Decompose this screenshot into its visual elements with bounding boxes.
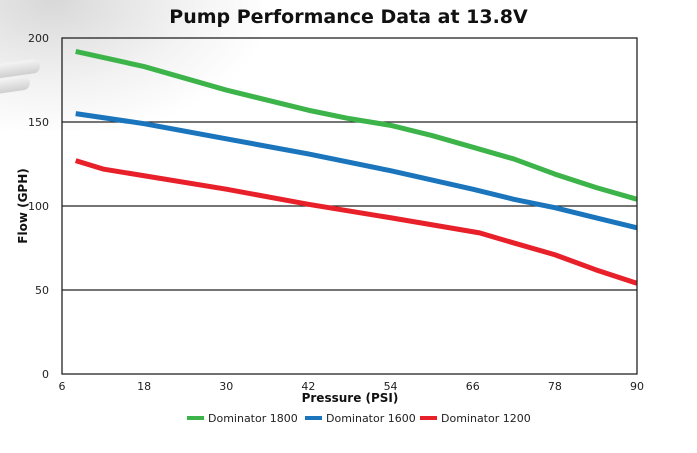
chart-title: Pump Performance Data at 13.8V <box>169 6 528 28</box>
legend-label: Dominator 1200 <box>441 412 531 425</box>
y-axis-label: Flow (GPH) <box>16 168 30 243</box>
y-tick-label: 200 <box>28 32 49 45</box>
y-tick-label: 50 <box>35 284 49 297</box>
x-tick-label: 90 <box>630 380 644 393</box>
x-tick-label: 18 <box>137 380 151 393</box>
series-line-dominator-1200 <box>74 158 638 286</box>
x-tick-label: 66 <box>466 380 480 393</box>
series-line-dominator-1800 <box>75 48 638 202</box>
legend-label: Dominator 1600 <box>326 412 416 425</box>
series-line-dominator-1600 <box>75 111 638 231</box>
x-tick-label: 6 <box>59 380 66 393</box>
x-axis-label: Pressure (PSI) <box>302 391 399 405</box>
x-tick-label: 30 <box>219 380 233 393</box>
y-tick-label: 100 <box>28 200 49 213</box>
x-tick-label: 54 <box>384 380 398 393</box>
legend-label: Dominator 1800 <box>208 412 298 425</box>
x-tick-label: 42 <box>301 380 315 393</box>
y-tick-label: 150 <box>28 116 49 129</box>
x-tick-label: 78 <box>548 380 562 393</box>
y-tick-label: 0 <box>42 368 49 381</box>
plot-frame <box>61 37 638 375</box>
